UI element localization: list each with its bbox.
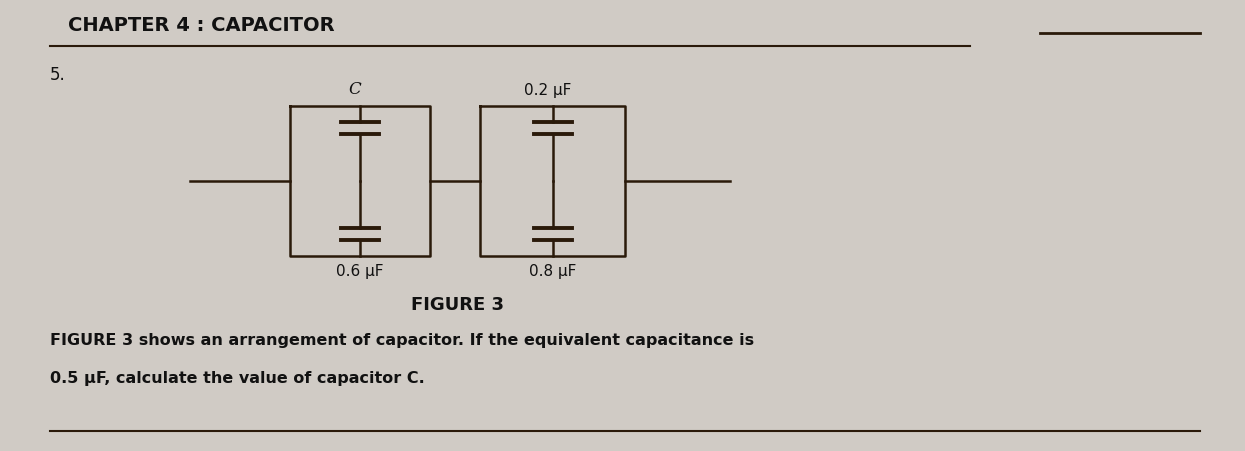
Text: 5.: 5. bbox=[50, 66, 66, 84]
Text: 0.8 μF: 0.8 μF bbox=[529, 264, 576, 279]
Text: CHAPTER 4 : CAPACITOR: CHAPTER 4 : CAPACITOR bbox=[68, 16, 335, 35]
Text: 0.6 μF: 0.6 μF bbox=[336, 264, 383, 279]
Text: FIGURE 3 shows an arrangement of capacitor. If the equivalent capacitance is: FIGURE 3 shows an arrangement of capacit… bbox=[50, 333, 754, 348]
Text: FIGURE 3: FIGURE 3 bbox=[411, 296, 504, 314]
Text: C: C bbox=[349, 81, 361, 98]
Text: 0.2 μF: 0.2 μF bbox=[524, 83, 571, 98]
Text: 0.5 μF, calculate the value of capacitor C.: 0.5 μF, calculate the value of capacitor… bbox=[50, 371, 425, 386]
